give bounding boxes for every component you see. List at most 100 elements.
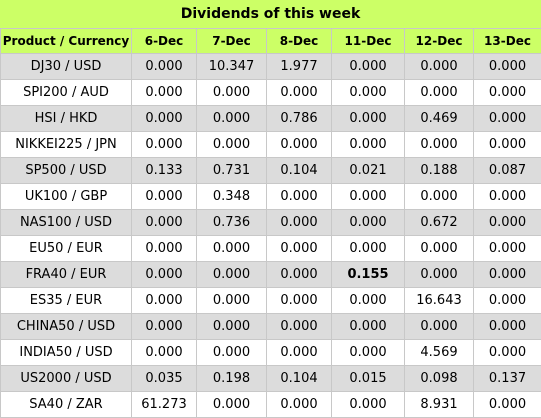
product-cell: SPI200 / AUD — [1, 80, 132, 106]
dividend-cell: 0.000 — [197, 314, 267, 340]
product-cell: DJ30 / USD — [1, 54, 132, 80]
dividend-cell: 0.000 — [332, 54, 405, 80]
header-row: Product / Currency 6-Dec 7-Dec 8-Dec 11-… — [1, 29, 541, 54]
dividend-cell: 0.672 — [405, 210, 474, 236]
dividend-cell: 61.273 — [132, 392, 197, 418]
dividend-cell: 0.035 — [132, 366, 197, 392]
dividend-cell: 0.021 — [332, 158, 405, 184]
header-date: 12-Dec — [405, 29, 474, 54]
dividend-cell: 0.000 — [132, 106, 197, 132]
dividend-cell: 0.000 — [132, 184, 197, 210]
dividend-cell: 0.000 — [332, 106, 405, 132]
dividend-cell: 8.931 — [405, 392, 474, 418]
dividend-cell: 0.000 — [474, 184, 541, 210]
product-cell: UK100 / GBP — [1, 184, 132, 210]
dividend-cell: 0.000 — [474, 262, 541, 288]
product-cell: ES35 / EUR — [1, 288, 132, 314]
dividend-cell: 0.000 — [332, 80, 405, 106]
dividend-cell: 0.000 — [474, 392, 541, 418]
dividend-cell: 0.000 — [332, 392, 405, 418]
dividends-table: Product / Currency 6-Dec 7-Dec 8-Dec 11-… — [0, 28, 541, 418]
dividend-cell: 0.000 — [132, 54, 197, 80]
dividend-cell: 0.000 — [405, 80, 474, 106]
dividend-cell: 10.347 — [197, 54, 267, 80]
dividend-cell: 0.000 — [332, 236, 405, 262]
dividend-cell: 0.736 — [197, 210, 267, 236]
dividend-cell: 0.000 — [267, 288, 332, 314]
dividend-cell: 0.000 — [197, 236, 267, 262]
dividend-cell: 0.000 — [405, 132, 474, 158]
dividend-cell: 0.000 — [267, 314, 332, 340]
dividend-cell: 0.000 — [132, 340, 197, 366]
dividend-cell: 0.104 — [267, 158, 332, 184]
dividend-cell: 0.000 — [132, 80, 197, 106]
dividend-cell: 0.000 — [197, 80, 267, 106]
product-cell: US2000 / USD — [1, 366, 132, 392]
dividend-cell: 0.000 — [405, 54, 474, 80]
dividend-cell: 0.000 — [132, 236, 197, 262]
dividend-cell: 1.977 — [267, 54, 332, 80]
dividend-cell: 0.000 — [132, 314, 197, 340]
dividend-cell: 0.087 — [474, 158, 541, 184]
dividend-cell: 0.133 — [132, 158, 197, 184]
dividend-cell: 0.000 — [267, 262, 332, 288]
dividend-cell: 0.000 — [405, 314, 474, 340]
dividend-cell: 0.786 — [267, 106, 332, 132]
dividend-cell: 0.000 — [267, 80, 332, 106]
header-date: 11-Dec — [332, 29, 405, 54]
dividend-cell: 0.000 — [474, 288, 541, 314]
header-date: 7-Dec — [197, 29, 267, 54]
dividend-cell: 0.000 — [132, 262, 197, 288]
dividend-cell: 0.000 — [132, 210, 197, 236]
dividend-cell: 16.643 — [405, 288, 474, 314]
dividend-cell: 0.348 — [197, 184, 267, 210]
dividend-cell: 0.000 — [197, 262, 267, 288]
product-cell: NIKKEI225 / JPN — [1, 132, 132, 158]
dividend-cell: 0.000 — [332, 132, 405, 158]
dividend-cell: 0.000 — [132, 132, 197, 158]
dividend-cell: 0.000 — [405, 184, 474, 210]
dividend-cell: 4.569 — [405, 340, 474, 366]
dividend-cell: 0.000 — [197, 340, 267, 366]
dividend-cell: 0.000 — [332, 314, 405, 340]
product-cell: CHINA50 / USD — [1, 314, 132, 340]
dividend-cell: 0.731 — [197, 158, 267, 184]
dividend-cell: 0.000 — [474, 210, 541, 236]
dividend-cell: 0.000 — [267, 210, 332, 236]
dividend-cell: 0.469 — [405, 106, 474, 132]
product-cell: SA40 / ZAR — [1, 392, 132, 418]
dividend-cell: 0.000 — [267, 340, 332, 366]
dividend-cell: 0.000 — [474, 340, 541, 366]
dividend-cell: 0.104 — [267, 366, 332, 392]
dividend-cell: 0.137 — [474, 366, 541, 392]
product-cell: FRA40 / EUR — [1, 262, 132, 288]
header-product: Product / Currency — [1, 29, 132, 54]
product-cell: HSI / HKD — [1, 106, 132, 132]
header-date: 8-Dec — [267, 29, 332, 54]
dividend-cell: 0.000 — [474, 106, 541, 132]
dividend-cell: 0.000 — [267, 184, 332, 210]
dividend-cell: 0.000 — [197, 106, 267, 132]
table-title: Dividends of this week — [0, 0, 541, 28]
dividend-cell: 0.000 — [474, 54, 541, 80]
dividend-cell: 0.000 — [474, 236, 541, 262]
dividend-cell: 0.000 — [267, 392, 332, 418]
header-date: 6-Dec — [132, 29, 197, 54]
dividend-cell: 0.000 — [197, 288, 267, 314]
dividend-cell: 0.000 — [332, 210, 405, 236]
dividend-cell: 0.000 — [267, 132, 332, 158]
dividend-cell: 0.098 — [405, 366, 474, 392]
dividend-cell: 0.000 — [405, 236, 474, 262]
